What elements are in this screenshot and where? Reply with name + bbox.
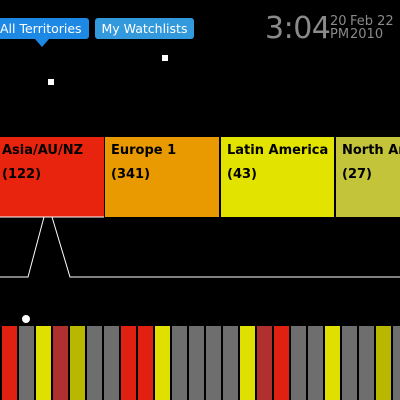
marker-dot [162, 55, 168, 61]
status-bar[interactable] [36, 326, 51, 400]
region-count: (122) [2, 167, 98, 182]
status-bar[interactable] [138, 326, 153, 400]
status-bar[interactable] [274, 326, 289, 400]
status-bar[interactable] [87, 326, 102, 400]
region-name: North Am [342, 143, 400, 158]
marker-dot [48, 79, 54, 85]
clock-ampm: PM [330, 27, 349, 42]
selected-tab-pointer [35, 39, 49, 47]
clock-time: 3:04 [265, 11, 330, 46]
region-count: (43) [227, 167, 328, 182]
status-bar[interactable] [189, 326, 204, 400]
status-bar[interactable] [342, 326, 357, 400]
position-indicator-dot [22, 315, 30, 323]
status-bar-strip [0, 326, 400, 400]
status-bar[interactable] [359, 326, 374, 400]
status-bar[interactable] [291, 326, 306, 400]
status-bar[interactable] [155, 326, 170, 400]
status-bar[interactable] [223, 326, 238, 400]
status-bar[interactable] [206, 326, 221, 400]
status-bar[interactable] [70, 326, 85, 400]
status-bar[interactable] [19, 326, 34, 400]
status-bar[interactable] [308, 326, 323, 400]
region-name: Asia/AU/NZ [2, 143, 98, 158]
selection-connector [0, 215, 400, 285]
tab-my-watchlists[interactable]: My Watchlists [95, 18, 194, 39]
status-bar[interactable] [121, 326, 136, 400]
region-tile-europe[interactable]: Europe 1 (341) [105, 137, 219, 217]
status-bar[interactable] [240, 326, 255, 400]
region-count: (27) [342, 167, 400, 182]
status-bar[interactable] [2, 326, 17, 400]
region-tile-latin-america[interactable]: Latin America 1 (43) [221, 137, 334, 217]
region-tile-north-america[interactable]: North Am (27) [336, 137, 400, 217]
status-bar[interactable] [376, 326, 391, 400]
region-tile-asia[interactable]: Asia/AU/NZ (122) [0, 137, 104, 217]
status-bar[interactable] [257, 326, 272, 400]
region-name: Latin America 1 [227, 143, 328, 158]
status-bar[interactable] [172, 326, 187, 400]
tab-all-territories[interactable]: All Territories [0, 18, 89, 39]
clock-year: 2010 [350, 27, 383, 42]
status-bar[interactable] [325, 326, 340, 400]
status-bar[interactable] [53, 326, 68, 400]
status-bar[interactable] [393, 326, 400, 400]
region-name: Europe 1 [111, 143, 213, 158]
status-bar[interactable] [104, 326, 119, 400]
region-count: (341) [111, 167, 213, 182]
